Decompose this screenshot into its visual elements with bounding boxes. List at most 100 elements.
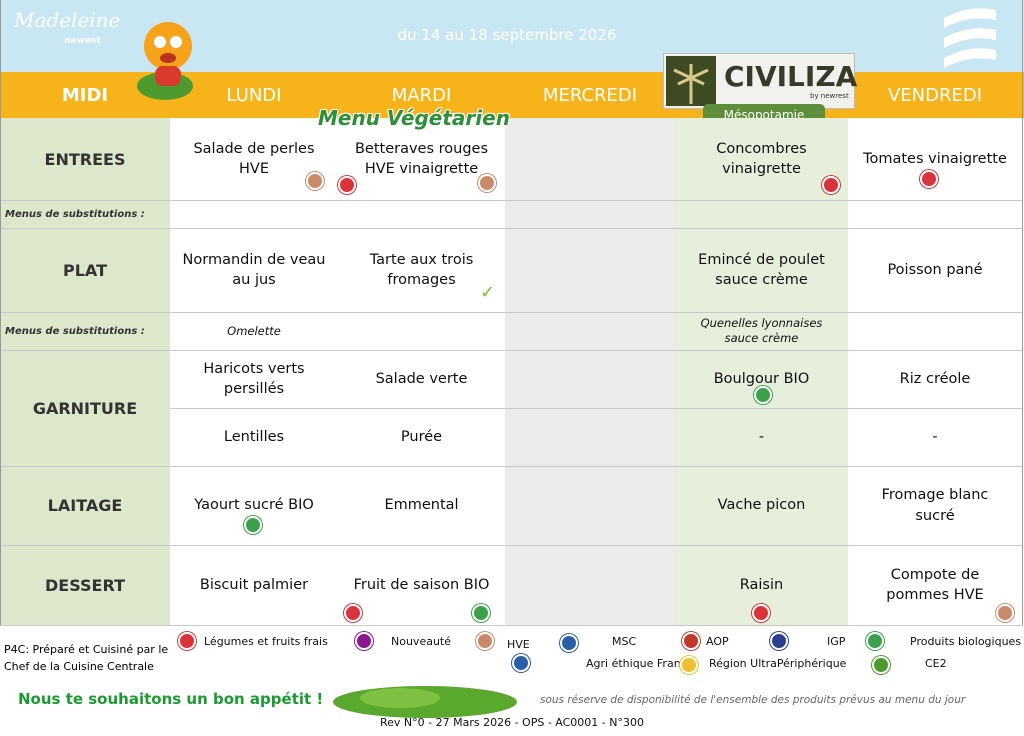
day-label: MERCREDI — [542, 84, 638, 106]
row-label: LAITAGE — [47, 496, 123, 515]
theme-brand-sub: by newrest — [810, 92, 849, 100]
menu-item: Concombres vinaigrette — [716, 140, 807, 177]
row-line — [0, 625, 1022, 626]
legend-label: Produits biologiques — [910, 635, 1022, 648]
theme-brand: CIVILIZA — [724, 60, 858, 93]
legend-label: Agri éthique France — [586, 657, 694, 670]
menu-item: Vache picon — [717, 497, 806, 514]
menu-item: Purée — [400, 428, 443, 445]
brand-sub: newest — [64, 36, 101, 46]
row-label: DESSERT — [45, 575, 125, 595]
row-label: PLAT — [63, 260, 107, 280]
column-bg — [170, 118, 338, 625]
brand: Madeleine — [14, 8, 121, 32]
label-icon — [996, 604, 1014, 622]
palm — [666, 56, 716, 106]
vegetarian-icon: ✓ — [480, 282, 496, 303]
legend-icon — [476, 632, 494, 650]
legend-icon — [872, 656, 890, 674]
menu-item: Salade verte — [375, 370, 468, 387]
row-line — [0, 350, 1022, 351]
legend-label: CE2 — [925, 657, 947, 670]
banner: Menu Végétarien — [318, 106, 510, 130]
label-icon — [338, 176, 356, 194]
mascot — [137, 22, 193, 100]
menu-item: Haricots verts persillés — [203, 360, 305, 397]
label-icon — [344, 604, 362, 622]
row-line — [0, 466, 1022, 467]
row-line — [0, 228, 1022, 229]
column-bg — [0, 118, 170, 625]
menu-item: Emincé de poulet sauce crème — [698, 251, 825, 288]
column-bg — [675, 118, 848, 625]
row-line — [1022, 0, 1023, 625]
menu-item: Normandin de veau au jus — [182, 251, 326, 288]
row-label: Menus de substitutions : — [5, 325, 145, 337]
menu-item: Fromage blanc sucré — [881, 487, 989, 524]
menu-item: Fruit de saison BIO — [353, 576, 490, 593]
menu-item: Lentilles — [223, 428, 285, 445]
column-bg — [505, 118, 675, 625]
legend-icon — [680, 656, 698, 674]
legend-icon — [682, 632, 700, 650]
row-label: Menus de substitutions : — [5, 208, 145, 220]
p4c-note: P4C: Préparé et Cuisiné par le Chef de l… — [4, 643, 169, 673]
legend-icon — [866, 632, 884, 650]
menu-item: Raisin — [739, 576, 784, 593]
row-line — [0, 312, 1022, 313]
row-line — [0, 545, 1022, 546]
row-label: ENTREES — [44, 149, 126, 169]
menu-item: Betteraves rouges HVE vinaigrette — [354, 140, 489, 177]
menu-item: Emmental — [384, 497, 459, 514]
legend-icon — [512, 654, 530, 672]
legend-label: AOP — [706, 635, 729, 648]
label-icon — [306, 172, 324, 190]
theme-logo: CIVILIZA by newrest — [663, 53, 858, 109]
column-bg — [848, 118, 1022, 625]
corner-label: MIDI — [61, 84, 109, 106]
legend-icon — [560, 634, 578, 652]
label-icon — [244, 516, 262, 534]
legend-label: Nouveauté — [391, 635, 452, 648]
legend-icon — [355, 632, 373, 650]
menu-item: Quenelles lyonnaises sauce crème — [700, 316, 823, 345]
row-line — [0, 0, 1, 625]
legend-label: Région UltraPériphérique — [709, 657, 847, 670]
label-icon — [472, 604, 490, 622]
column-bg — [338, 118, 505, 625]
label-icon — [754, 386, 772, 404]
label-icon — [752, 604, 770, 622]
legend-icon — [178, 632, 196, 650]
label-icon — [920, 170, 938, 188]
menu-item: Biscuit palmier — [199, 576, 309, 593]
menu-item: Salade de perles HVE — [193, 140, 315, 177]
menu-item: Boulgour BIO — [713, 370, 810, 387]
day-label: VENDREDI — [887, 84, 983, 106]
revision: Rev N°0 - 27 Mars 2026 - OPS - AC0001 - … — [380, 716, 644, 729]
legend-icon — [770, 632, 788, 650]
row-line — [0, 200, 1022, 201]
menu-item: - — [932, 428, 938, 445]
menu-item: Poisson pané — [887, 261, 983, 278]
menu-item: Omelette — [227, 323, 281, 338]
day-label: LUNDI — [226, 84, 282, 106]
menu-item: Compote de pommes HVE — [886, 566, 984, 603]
legend-label: Légumes et fruits frais — [204, 635, 328, 648]
menu-item: Riz créole — [899, 370, 971, 387]
menu-item: Yaourt sucré BIO — [194, 497, 314, 514]
row-line — [170, 408, 1022, 409]
menu-item: Tarte aux trois fromages — [369, 251, 474, 288]
greeting: Nous te souhaitons un bon appétit ! — [18, 690, 324, 708]
menu-item: Tomates vinaigrette — [863, 150, 1007, 167]
salad-image — [333, 686, 517, 718]
legend-label: MSC — [612, 635, 637, 648]
row-label: GARNITURE — [32, 398, 138, 418]
label-icon — [822, 176, 840, 194]
day-label: MARDI — [391, 84, 452, 106]
disclaimer: sous réserve de disponibilité de l'ensem… — [540, 694, 966, 706]
newrest-logo — [944, 8, 996, 68]
label-icon — [478, 174, 496, 192]
menu-item: - — [758, 428, 765, 445]
legend-label: IGP — [827, 635, 846, 648]
